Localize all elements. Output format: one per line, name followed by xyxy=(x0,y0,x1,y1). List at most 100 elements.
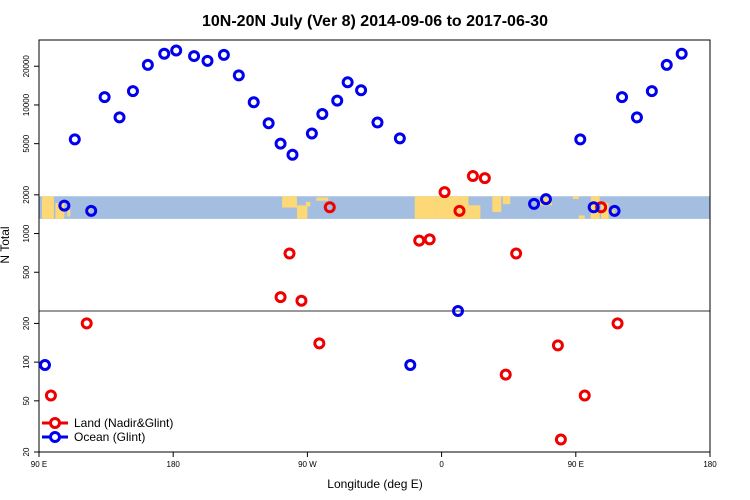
land-point xyxy=(453,204,466,217)
land-point xyxy=(413,234,426,247)
y-tick-label: 500 xyxy=(22,265,31,279)
y-tick-label: 10000 xyxy=(22,93,31,116)
x-tick-label: 180 xyxy=(703,460,717,469)
map-ocean-band xyxy=(39,196,710,219)
data-points xyxy=(38,44,688,446)
ocean-point xyxy=(587,201,600,214)
ocean-point xyxy=(158,47,171,60)
map-landmass xyxy=(67,209,71,217)
land-point xyxy=(551,339,564,352)
ocean-point xyxy=(113,111,126,124)
y-tick-label: 20000 xyxy=(22,55,31,78)
ocean-point xyxy=(68,133,81,146)
ocean-point xyxy=(201,54,214,67)
land-point xyxy=(595,201,608,214)
ocean-point xyxy=(452,304,465,317)
ocean-point xyxy=(247,96,260,109)
x-axis-label: Longitude (deg E) xyxy=(327,477,422,491)
chart-title: 10N-20N July (Ver 8) 2014-09-06 to 2017-… xyxy=(202,13,548,30)
map-landmass xyxy=(55,203,65,219)
ocean-point xyxy=(574,133,587,146)
map-landmass xyxy=(435,196,469,219)
y-tick-label: 1000 xyxy=(22,224,31,242)
map-landmass xyxy=(468,205,481,219)
legend: Land (Nadir&Glint) Ocean (Glint) xyxy=(42,416,173,444)
land-point xyxy=(423,233,436,246)
y-tick-label: 2000 xyxy=(22,185,31,203)
map-landmass xyxy=(540,197,552,206)
ocean-point xyxy=(58,199,71,212)
ocean-point xyxy=(262,117,275,130)
land-point xyxy=(611,317,624,330)
ocean-point xyxy=(393,132,406,145)
background-world-map xyxy=(39,196,710,219)
ocean-point xyxy=(141,58,154,71)
land-point xyxy=(323,201,336,214)
map-landmass xyxy=(611,209,615,217)
land-point xyxy=(44,389,57,402)
ocean-point xyxy=(85,204,98,217)
ocean-point xyxy=(331,94,344,107)
land-point xyxy=(478,172,491,185)
land-point xyxy=(80,317,93,330)
y-tick-label: 200 xyxy=(22,316,31,330)
land-point xyxy=(295,294,308,307)
legend-marker-ocean xyxy=(49,431,61,443)
ocean-point xyxy=(305,127,318,140)
land-point xyxy=(554,433,567,446)
land-point xyxy=(274,291,287,304)
x-tick-label: 90 E xyxy=(568,460,584,469)
ocean-point xyxy=(404,358,417,371)
map-landmass xyxy=(578,215,585,219)
map-landmass xyxy=(41,196,54,219)
map-landmass xyxy=(502,196,511,205)
y-axis: 20 50 100 200 500 1000 2000 5000 10000 20000 xyxy=(22,55,39,456)
ocean-point xyxy=(286,148,299,161)
x-tick-label: 180 xyxy=(167,460,181,469)
ocean-point xyxy=(645,85,658,98)
ocean-point xyxy=(170,44,183,57)
ocean-point xyxy=(274,137,287,150)
legend-marker-land xyxy=(49,417,61,429)
map-landmass xyxy=(572,196,579,199)
ocean-point xyxy=(539,193,552,206)
ocean-point xyxy=(630,111,643,124)
land-point xyxy=(510,247,523,260)
y-tick-label: 50 xyxy=(22,396,31,405)
land-point xyxy=(499,368,512,381)
ocean-point xyxy=(188,50,201,63)
map-landmass xyxy=(305,201,311,207)
ocean-point xyxy=(126,85,139,98)
land-point xyxy=(438,186,451,199)
land-point xyxy=(466,170,479,183)
plot-frame xyxy=(38,39,711,453)
y-tick-label: 100 xyxy=(22,355,31,369)
ocean-point xyxy=(232,69,245,82)
ocean-point xyxy=(675,47,688,60)
x-tick-label: 0 xyxy=(439,460,444,469)
land-point xyxy=(313,337,326,350)
ocean-point xyxy=(608,204,621,217)
map-landmass xyxy=(492,196,502,213)
map-landmass xyxy=(296,205,308,219)
ocean-point xyxy=(341,76,354,89)
ocean-point xyxy=(217,48,230,61)
ocean-point xyxy=(528,197,541,210)
legend-label-land: Land (Nadir&Glint) xyxy=(74,416,173,430)
ocean-point xyxy=(616,91,629,104)
ocean-point xyxy=(316,108,329,121)
land-point xyxy=(283,247,296,260)
legend-label-ocean: Ocean (Glint) xyxy=(74,430,145,444)
map-landmass xyxy=(282,196,297,208)
ocean-point xyxy=(371,116,384,129)
y-axis-label: N Total xyxy=(0,226,12,263)
ocean-point xyxy=(38,358,51,371)
map-landmass xyxy=(414,196,436,219)
ocean-point xyxy=(98,91,111,104)
x-tick-label: 90 E xyxy=(31,460,47,469)
land-point xyxy=(578,389,591,402)
y-tick-label: 20 xyxy=(22,447,31,456)
y-tick-label: 5000 xyxy=(22,134,31,152)
ocean-point xyxy=(660,58,673,71)
